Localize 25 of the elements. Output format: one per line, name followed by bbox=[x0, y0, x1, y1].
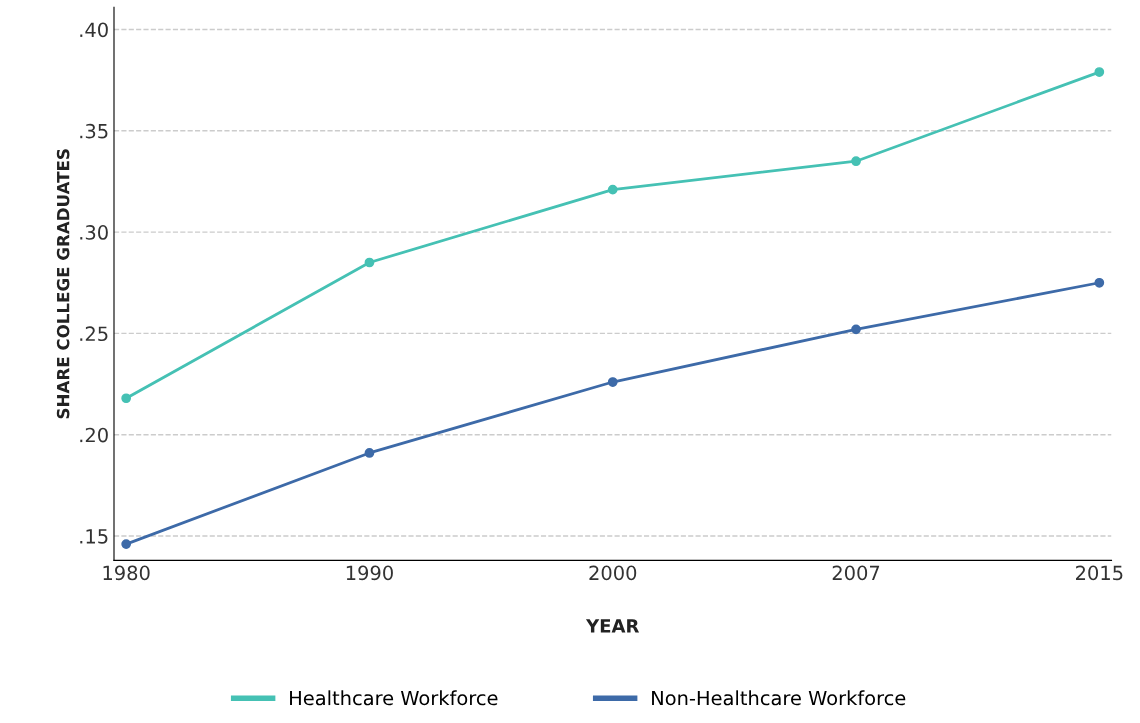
x-tick-label: 1980 bbox=[103, 565, 150, 581]
point bbox=[1094, 67, 1105, 77]
x-tick-label: 2007 bbox=[832, 565, 880, 581]
legend-label: Non-Healthcare Workforce bbox=[652, 690, 906, 706]
y-tick-label: .40 bbox=[80, 22, 108, 38]
y-tick-label: .20 bbox=[80, 427, 108, 443]
y-tick-label: .30 bbox=[80, 225, 108, 240]
y-tick-label: .35 bbox=[80, 123, 108, 139]
point bbox=[607, 184, 618, 195]
point bbox=[121, 539, 132, 549]
x-tick-label: 2000 bbox=[589, 565, 637, 581]
legend-label: Healthcare Workforce bbox=[290, 690, 498, 706]
point bbox=[121, 393, 132, 404]
point bbox=[364, 448, 375, 458]
y-tick-label: .15 bbox=[80, 529, 108, 544]
point bbox=[1094, 277, 1105, 288]
point bbox=[851, 156, 861, 167]
x-tick-label: 1990 bbox=[346, 565, 393, 581]
y-tick-label: .25 bbox=[80, 326, 108, 342]
point bbox=[851, 324, 861, 335]
y-axis-title: SHARE COLLEGE GRADUATES bbox=[56, 149, 70, 419]
x-axis-title: YEAR bbox=[585, 619, 640, 633]
point bbox=[607, 377, 618, 387]
point bbox=[364, 257, 375, 268]
x-tick-label: 2015 bbox=[1076, 565, 1123, 581]
